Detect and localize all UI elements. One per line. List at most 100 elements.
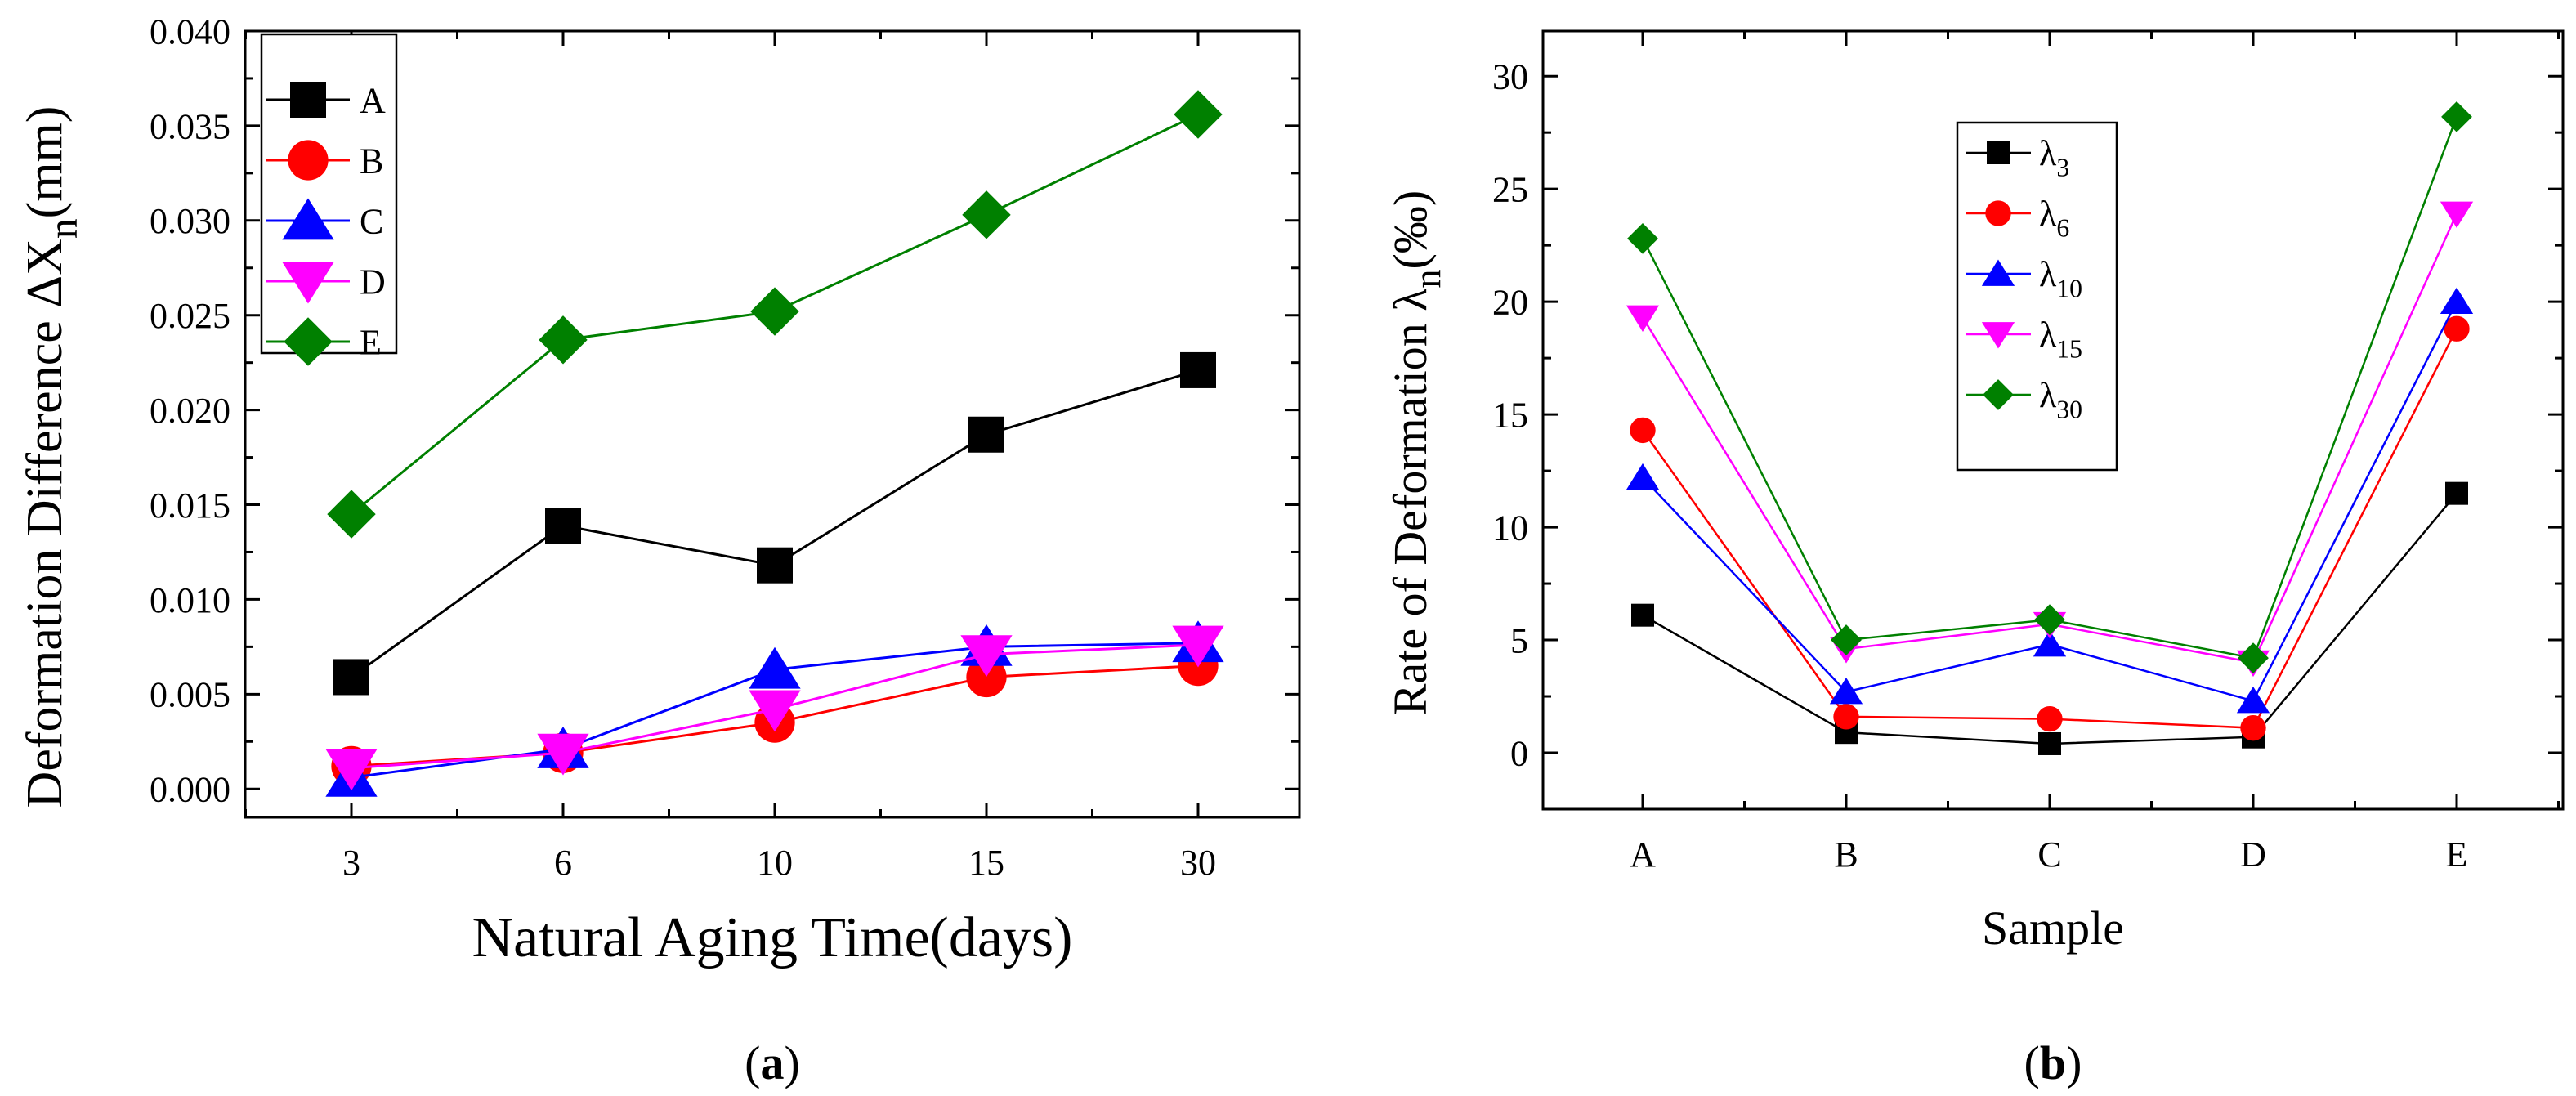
y-tick-label: 15 [1492,396,1528,436]
legend-item: λ10 [1966,254,2082,303]
data-point [960,635,1013,678]
legend-marker [1983,379,2014,410]
legend-label-text: λ [2039,254,2057,294]
legend-marker [282,198,334,240]
y-tick-label: 0.025 [150,296,230,336]
y-tick-label: 0.030 [150,201,230,241]
y-tick-label: 0.035 [150,106,230,146]
legend-label-text: C [360,201,383,241]
data-point [2441,101,2472,132]
legend-label: E [360,322,382,362]
y-tick-label: 30 [1492,57,1528,97]
data-point [1631,603,1654,627]
data-point [1833,704,1859,730]
data-point [2440,201,2474,229]
legend-item: E [266,317,382,366]
legend-label-text: D [360,262,386,302]
legend-marker [1985,200,2011,226]
panel-label-close: ) [2066,1036,2082,1089]
legend-item: B [266,140,383,181]
series-lambda-30 [1627,101,2472,674]
x-tick-label: A [1630,834,1656,875]
plot-frame [1541,29,2565,811]
data-point [2033,630,2067,657]
plot-frame [244,29,1301,819]
y-tick-label: 0.005 [150,675,230,715]
y-tick-label: 0.000 [150,770,230,810]
legend-item: λ30 [1966,375,2082,424]
data-point [327,490,376,539]
x-axis-label: Natural Aging Time(days) [472,906,1073,969]
y-tick-label: 0.015 [150,485,230,526]
legend-item: λ15 [1966,315,2082,364]
data-point [1180,351,1216,388]
legend-marker [1981,322,2015,349]
legend-label: A [360,80,386,120]
data-point [962,190,1011,239]
data-point [2038,731,2061,755]
x-tick-label: B [1834,834,1858,875]
series-D [325,625,1224,791]
x-tick-label: 6 [554,843,572,883]
data-point [749,690,801,732]
panel-label-close: ) [785,1036,800,1089]
y-tick-label: 0.040 [150,11,230,51]
legend-marker [1981,259,2015,286]
data-point [1174,90,1223,139]
y-tick-label: 20 [1492,283,1528,323]
legend-label-sub: 6 [2056,214,2069,243]
y-tick-label: 0 [1510,733,1528,773]
y-axis-label: Rate of Deformation λn(‰) [1384,190,1449,715]
data-point [749,646,801,689]
legend-label-text: λ [2039,375,2057,415]
panel-label: (b) [2024,1036,2082,1089]
legend-marker [288,140,329,181]
data-point [545,508,581,544]
panel-label-open: ( [2024,1036,2040,1089]
y-tick-label: 25 [1492,170,1528,210]
data-point [2034,604,2065,636]
series-A [333,351,1216,696]
x-tick-label: 15 [968,843,1004,883]
legend-item: λ6 [1966,194,2069,243]
data-point [2240,714,2266,741]
legend-label: λ30 [2039,375,2082,423]
panel-label-letter: a [761,1036,785,1089]
legend-marker [284,317,333,366]
data-point [2238,642,2269,674]
legend-label: D [360,262,386,302]
legend-item: C [266,198,383,241]
data-point [1172,625,1224,668]
data-point [966,656,1007,698]
data-point [2236,687,2270,714]
series-lambda-10 [1626,287,2474,714]
y-tick-label: 10 [1492,508,1528,548]
x-tick-label: 3 [342,843,360,883]
legend-label-text: A [360,80,386,120]
x-axis-label: Sample [1982,901,2124,955]
legend-label-text: λ [2039,133,2057,173]
x-tick-label: C [2037,834,2061,875]
legend-label-text: λ [2039,315,2057,355]
legend-label-sub: 3 [2056,154,2069,182]
legend-item: λ3 [1966,133,2069,182]
data-point [2445,481,2468,505]
data-point [1630,417,1656,444]
data-point [325,749,378,791]
legend-label: λ6 [2039,194,2069,242]
panel-label-open: ( [745,1036,760,1089]
x-tick-label: 10 [757,843,793,883]
legend-box [260,33,398,355]
chart-panel-a: 0.000 0.005 0.010 0.015 0.020 0.025 0.030 0.035… [17,11,1301,1089]
y-tick-label: 5 [1510,620,1528,660]
panel-label: (a) [745,1036,800,1089]
x-tick-label: D [2240,834,2266,875]
series-lambda-6 [1630,315,2470,741]
legend-label: B [360,141,383,181]
data-point [750,287,799,336]
y-tick-label: 0.020 [150,391,230,431]
y-axis-label-text: Rate of Deformation λ [1384,289,1437,716]
